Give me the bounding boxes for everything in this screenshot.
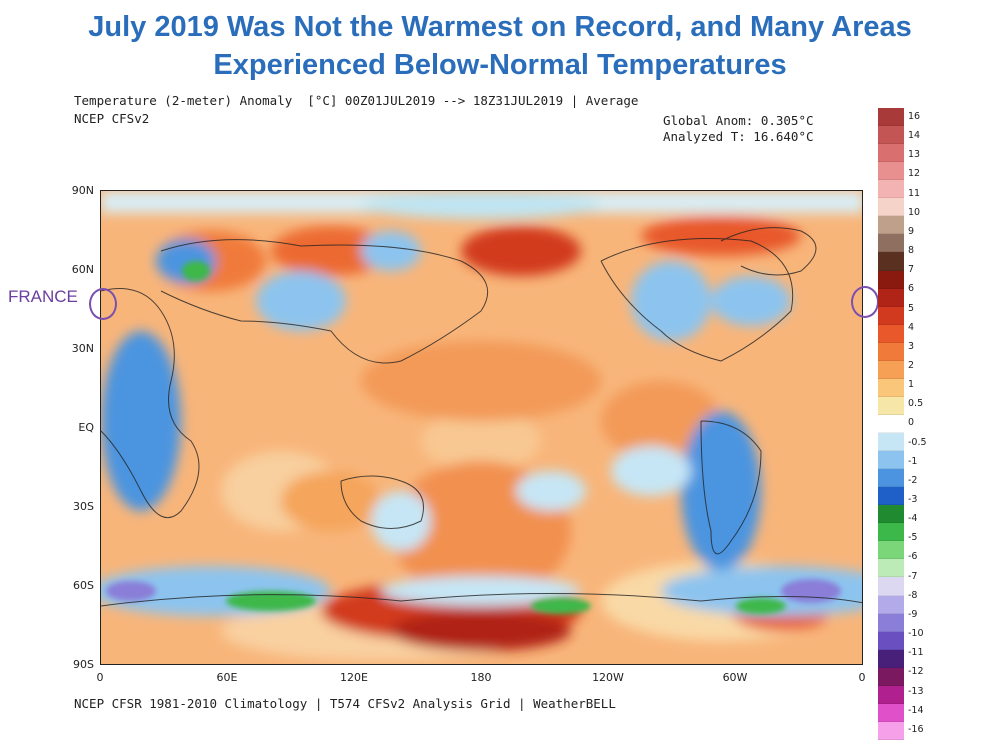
lon-label-60w: 60W xyxy=(722,671,748,684)
lon-label-0-left: 0 xyxy=(96,671,104,684)
colorbar-swatch xyxy=(878,595,904,614)
colorbar-label: -12 xyxy=(908,666,924,678)
colorbar-swatch xyxy=(878,108,904,127)
colorbar-swatch xyxy=(878,523,904,542)
colorbar-label: 11 xyxy=(908,187,921,199)
colorbar-swatch xyxy=(878,270,904,289)
colorbar-swatch xyxy=(878,505,904,524)
colorbar-swatch xyxy=(878,414,904,434)
colorbar-swatch xyxy=(878,667,904,686)
colorbar-swatch xyxy=(878,433,904,452)
colorbar-swatch xyxy=(878,288,904,307)
colorbar-label: -1 xyxy=(908,455,918,467)
colorbar-label: 9 xyxy=(908,225,915,237)
map-header-model: NCEP CFSv2 xyxy=(74,111,150,126)
colorbar-label: -11 xyxy=(908,647,924,659)
colorbar-swatch xyxy=(878,162,904,181)
lon-label-180: 180 xyxy=(470,671,492,684)
colorbar-swatch xyxy=(878,180,904,199)
colorbar-label: 0 xyxy=(908,417,915,429)
france-circle-right xyxy=(851,286,879,318)
lon-label-120w: 120W xyxy=(592,671,624,684)
colorbar-label: -7 xyxy=(908,570,918,582)
colorbar-label: -10 xyxy=(908,628,924,640)
colorbar-label: 16 xyxy=(908,111,921,122)
colorbar-swatch xyxy=(878,378,904,397)
colorbar-label: -8 xyxy=(908,589,918,601)
lat-label-90n: 90N xyxy=(71,184,94,197)
colorbar-swatch xyxy=(878,559,904,578)
colorbar-swatch xyxy=(878,216,904,235)
map-header-title: Temperature (2-meter) Anomaly [°C] 00Z01… xyxy=(74,93,639,108)
colorbar-swatch xyxy=(878,198,904,217)
lat-label-eq: EQ xyxy=(78,421,94,434)
colorbar-swatch xyxy=(878,324,904,343)
colorbar-label: 13 xyxy=(908,149,921,161)
slide-title: July 2019 Was Not the Warmest on Record,… xyxy=(0,8,1000,84)
colorbar-label: -3 xyxy=(908,494,918,506)
colorbar-label: -4 xyxy=(908,513,918,525)
lat-label-60s: 60S xyxy=(73,579,94,592)
lon-label-60e: 60E xyxy=(216,671,238,684)
lon-label-120e: 120E xyxy=(340,671,368,684)
global-anomaly: Global Anom: 0.305°C xyxy=(663,113,814,128)
colorbar-label: 1 xyxy=(908,379,915,391)
colorbar-label: 4 xyxy=(908,321,915,333)
colorbar-label: 5 xyxy=(908,302,915,314)
france-circle-left xyxy=(89,288,117,320)
colorbar-label: 6 xyxy=(908,283,915,295)
colorbar-label: -2 xyxy=(908,474,918,486)
anomaly-map-image xyxy=(101,191,862,664)
colorbar-swatch xyxy=(878,649,904,668)
lat-label-30s: 30S xyxy=(73,500,94,513)
colorbar-swatch xyxy=(878,685,904,704)
colorbar-swatch xyxy=(878,541,904,560)
slide-title-line2: Experienced Below-Normal Temperatures xyxy=(213,49,787,81)
colorbar-swatch xyxy=(878,721,904,740)
colorbar-label: 14 xyxy=(908,130,921,142)
map-footer-credits: NCEP CFSR 1981-2010 Climatology | T574 C… xyxy=(74,696,616,711)
colorbar-swatch xyxy=(878,360,904,379)
colorbar-swatch xyxy=(878,234,904,253)
colorbar-label: 12 xyxy=(908,168,921,180)
colorbar-swatch xyxy=(878,451,904,470)
france-annotation-label: FRANCE xyxy=(8,287,78,306)
colorbar-label: 2 xyxy=(908,359,915,371)
analyzed-temperature: Analyzed T: 16.640°C xyxy=(663,129,814,144)
lon-label-0-right: 0 xyxy=(858,671,866,684)
colorbar-label: -14 xyxy=(908,704,924,716)
colorbar-label: 3 xyxy=(908,340,915,352)
colorbar-swatch xyxy=(878,613,904,632)
slide-title-line1: July 2019 Was Not the Warmest on Record,… xyxy=(88,11,912,43)
colorbar-label: -16 xyxy=(908,723,924,735)
colorbar-swatch xyxy=(878,126,904,145)
colorbar-swatch xyxy=(878,631,904,650)
lat-label-60n: 60N xyxy=(71,263,94,276)
colorbar-label: -6 xyxy=(908,551,918,563)
colorbar-label: 7 xyxy=(908,264,915,276)
lat-label-30n: 30N xyxy=(71,342,94,355)
colorbar-swatch xyxy=(878,144,904,163)
colorbar-swatch xyxy=(878,252,904,271)
colorbar-label: 10 xyxy=(908,206,921,218)
colorbar-label: -9 xyxy=(908,608,918,620)
colorbar-swatch xyxy=(878,396,904,415)
colorbar-swatch xyxy=(878,342,904,361)
colorbar-swatch xyxy=(878,703,904,722)
colorbar-swatch xyxy=(878,577,904,596)
lat-label-90s: 90S xyxy=(73,658,94,671)
anomaly-map xyxy=(100,190,863,665)
colorbar-label: 0.5 xyxy=(908,398,924,410)
colorbar-label: 8 xyxy=(908,245,915,257)
colorbar-swatch xyxy=(878,487,904,506)
colorbar-label: -0.5 xyxy=(908,436,927,448)
colorbar-label: -5 xyxy=(908,532,918,544)
colorbar-swatch xyxy=(878,469,904,488)
colorbar-label: -13 xyxy=(908,685,924,697)
colorbar-swatch xyxy=(878,306,904,325)
